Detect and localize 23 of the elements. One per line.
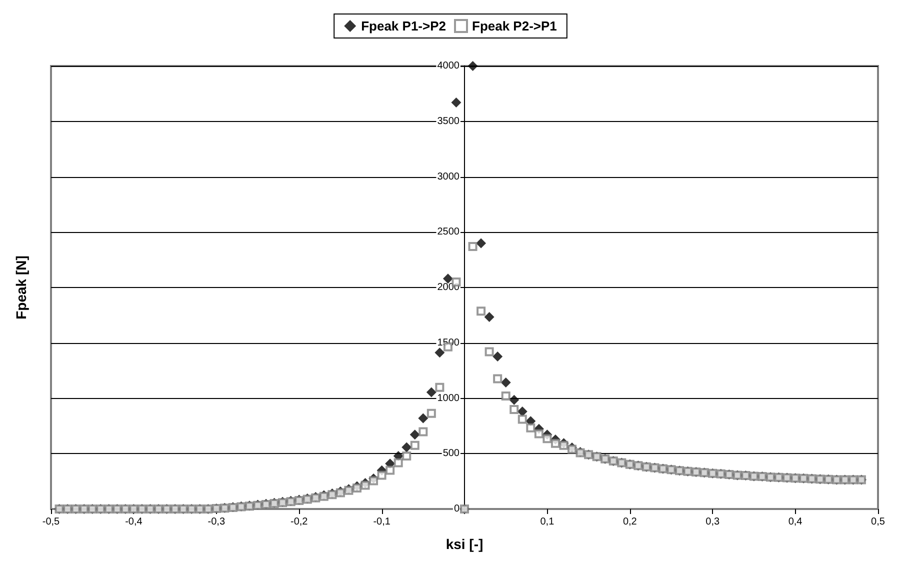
x-tick-label: 0,2 bbox=[622, 516, 638, 528]
x-tick-label: 0,3 bbox=[706, 516, 720, 528]
y-tick-label: 0 bbox=[454, 504, 460, 514]
legend-label: Fpeak P2->P1 bbox=[472, 18, 557, 34]
y-tick-label: 1500 bbox=[437, 337, 460, 348]
y-tick-label: 2000 bbox=[437, 282, 460, 293]
y-axis-title: Fpeak [N] bbox=[13, 256, 29, 320]
x-tick-label: -0,3 bbox=[208, 516, 226, 528]
x-tick-label: -0,2 bbox=[290, 516, 308, 528]
x-tick-label: 0,4 bbox=[788, 516, 803, 528]
y-tick-label: 3500 bbox=[437, 116, 460, 127]
x-tick-label: 0,1 bbox=[540, 516, 555, 528]
x-tick-label: -0,1 bbox=[373, 516, 391, 528]
x-tick-label: -0,5 bbox=[42, 516, 60, 528]
y-tick-label: 1000 bbox=[437, 392, 460, 404]
y-tick-label: 4000 bbox=[437, 60, 460, 72]
y-tick-label: 3000 bbox=[437, 171, 460, 182]
y-tick-label: 2500 bbox=[437, 226, 460, 238]
x-axis-title: ksi [-] bbox=[446, 536, 484, 552]
x-tick-label: 0,5 bbox=[871, 516, 886, 528]
legend-label: Fpeak P1->P2 bbox=[361, 18, 446, 34]
y-tick-label: 500 bbox=[442, 448, 460, 460]
x-tick-label: -0,4 bbox=[125, 516, 143, 528]
